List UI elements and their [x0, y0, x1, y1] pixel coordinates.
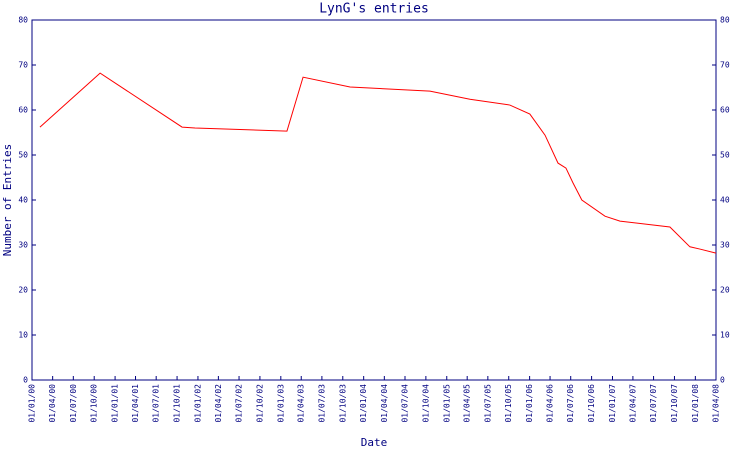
y-tick-label: 80	[18, 16, 28, 25]
x-tick-label: 01/01/01	[111, 384, 120, 423]
x-tick-label: 01/07/05	[483, 384, 492, 423]
x-tick-label: 01/10/03	[338, 384, 347, 423]
y-tick-label-right: 10	[720, 331, 730, 340]
x-tick-label: 01/10/07	[670, 384, 679, 423]
x-tick-label: 01/04/08	[712, 384, 721, 423]
x-tick-label: 01/10/00	[90, 384, 99, 423]
x-tick-label: 01/01/03	[276, 384, 285, 423]
y-tick-label: 30	[18, 241, 28, 250]
x-tick-label: 01/01/06	[525, 384, 534, 423]
x-tick-label: 01/07/00	[69, 384, 78, 423]
y-tick-label: 0	[23, 376, 28, 385]
y-tick-label: 50	[18, 151, 28, 160]
y-tick-label-right: 40	[720, 196, 730, 205]
y-tick-label: 20	[18, 286, 28, 295]
x-tick-label: 01/07/02	[235, 384, 244, 423]
x-tick-label: 01/01/00	[28, 384, 37, 423]
x-tick-label: 01/04/06	[546, 384, 555, 423]
x-tick-label: 01/10/02	[255, 384, 264, 423]
y-tick-label-right: 80	[720, 16, 730, 25]
x-tick-label: 01/07/06	[566, 384, 575, 423]
x-tick-label: 01/07/03	[317, 384, 326, 423]
x-tick-label: 01/07/04	[400, 384, 409, 423]
x-tick-label: 01/07/01	[152, 384, 161, 423]
x-tick-label: 01/01/02	[193, 384, 202, 423]
y-tick-label: 70	[18, 61, 28, 70]
x-tick-label: 01/04/02	[214, 384, 223, 423]
x-tick-label: 01/04/01	[131, 384, 140, 423]
y-axis-label: Number of Entries	[1, 144, 14, 257]
data-line	[39, 72, 717, 254]
x-tick-label: 01/10/05	[504, 384, 513, 423]
x-tick-label: 01/04/05	[463, 384, 472, 423]
chart-title: LynG's entries	[319, 2, 429, 17]
x-tick-label: 01/04/04	[380, 384, 389, 423]
y-tick-label-right: 60	[720, 106, 730, 115]
x-tick-label: 01/10/04	[421, 384, 430, 423]
x-axis-label: Date	[361, 436, 388, 449]
x-tick-label: 01/01/05	[442, 384, 451, 423]
y-tick-label-right: 0	[720, 376, 725, 385]
y-tick-label: 10	[18, 331, 28, 340]
x-tick-label: 01/10/01	[173, 384, 182, 423]
x-tick-label: 01/01/08	[691, 384, 700, 423]
y-tick-label-right: 30	[720, 241, 730, 250]
x-tick-label: 01/04/03	[297, 384, 306, 423]
y-tick-label-right: 70	[720, 61, 730, 70]
x-tick-label: 01/01/04	[359, 384, 368, 423]
y-tick-label-right: 20	[720, 286, 730, 295]
x-tick-label: 01/04/07	[628, 384, 637, 423]
x-tick-label: 01/10/06	[587, 384, 596, 423]
y-tick-label: 40	[18, 196, 28, 205]
x-tick-label: 01/07/07	[649, 384, 658, 423]
y-tick-label: 60	[18, 106, 28, 115]
y-tick-label-right: 50	[720, 151, 730, 160]
x-tick-label: 01/04/00	[48, 384, 57, 423]
x-tick-label: 01/01/07	[608, 384, 617, 423]
plot-frame	[31, 19, 717, 381]
